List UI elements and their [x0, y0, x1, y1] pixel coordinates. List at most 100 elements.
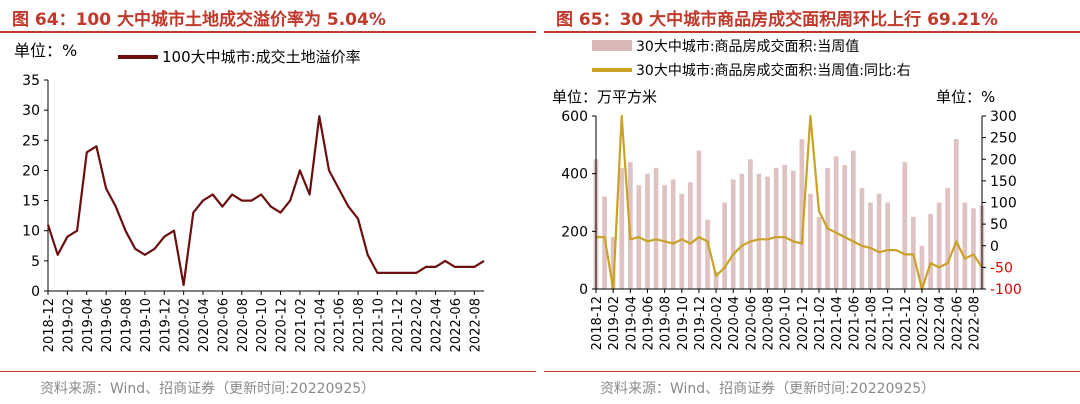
y-tick-label: 600 — [561, 109, 588, 125]
x-tick-label: 2019-08 — [659, 296, 674, 350]
x-tick-label: 2021-08 — [864, 296, 879, 350]
bar — [885, 202, 890, 289]
x-tick-label: 2020-12 — [275, 298, 290, 352]
footer-divider — [544, 371, 1080, 372]
unit-label: 单位：% — [14, 41, 77, 60]
x-tick-label: 2021-02 — [294, 298, 309, 352]
y-tick-label: 400 — [561, 167, 588, 183]
bar — [713, 271, 719, 289]
x-tick-label: 2019-12 — [158, 298, 173, 352]
y2-tick-label: 0 — [990, 239, 999, 255]
bar — [645, 173, 650, 289]
x-tick-label: 2019-10 — [139, 298, 154, 352]
y2-tick-label: 250 — [990, 131, 1017, 147]
x-tick-label: 2020-04 — [197, 298, 212, 352]
x-tick-label: 2022-08 — [468, 298, 483, 352]
x-tick-label: 2019-12 — [693, 296, 708, 350]
y2-tick-label: 300 — [990, 109, 1017, 125]
x-tick-label: 2022-02 — [410, 298, 425, 352]
x-tick-label: 2021-08 — [352, 298, 367, 352]
title-divider — [0, 31, 536, 33]
y-tick-label: 0 — [31, 284, 40, 300]
x-tick-label: 2020-06 — [216, 298, 231, 352]
housing-area-chart: 30大中城市:商品房成交面积:当周值 30大中城市:商品房成交面积:当周值:同比:… — [552, 38, 1022, 350]
bar — [739, 173, 745, 289]
x-tick-label: 2020-06 — [744, 296, 759, 350]
y2-tick-label: 200 — [990, 152, 1017, 168]
x-tick-label: 2022-04 — [430, 298, 445, 352]
legend-label: 100大中城市:成交土地溢价率 — [162, 48, 361, 66]
source-note: 资料来源：Wind、招商证券（更新时间:20220925） — [600, 381, 936, 397]
x-tick-label: 2020-08 — [236, 298, 251, 352]
bar — [670, 179, 676, 289]
x-tick-label: 2018-12 — [42, 298, 57, 352]
bar — [833, 156, 839, 289]
bar — [696, 150, 702, 289]
title-divider — [544, 31, 1080, 33]
x-tick-label: 2020-10 — [779, 296, 794, 350]
bar — [859, 188, 865, 289]
x-tick-label: 2021-06 — [333, 298, 348, 352]
y2-tick-label: -50 — [990, 260, 1013, 276]
y-tick-label: 35 — [22, 73, 40, 89]
y2-tick-label: 50 — [990, 217, 1008, 233]
chart-panel-land-premium: 图 64：100 大中城市土地成交溢价率为 5.04% 单位：% 100大中城市:… — [0, 0, 536, 404]
x-tick-label: 2019-04 — [81, 298, 96, 352]
x-tick-label: 2022-02 — [916, 296, 931, 350]
y-tick-label: 200 — [561, 224, 588, 240]
bar — [971, 208, 976, 289]
bar — [782, 165, 788, 289]
x-tick-label: 2021-12 — [899, 296, 914, 350]
x-tick-label: 2020-12 — [796, 296, 811, 350]
bar — [765, 176, 770, 289]
y2-tick-label: 150 — [990, 174, 1017, 190]
x-tick-label: 2019-04 — [624, 296, 639, 350]
bar — [790, 170, 796, 289]
x-tick-label: 2019-06 — [100, 298, 115, 352]
x-tick-label: 2021-02 — [813, 296, 828, 350]
legend-swatch-bar — [592, 40, 632, 51]
x-tick-label: 2020-08 — [762, 296, 777, 350]
x-tick-label: 2021-10 — [882, 296, 897, 350]
bar — [799, 139, 805, 289]
series-line-yoy — [596, 114, 983, 291]
bar — [748, 159, 753, 290]
y-tick-label: 15 — [22, 194, 40, 210]
bar — [902, 162, 908, 289]
y-tick-label: 30 — [22, 103, 40, 119]
x-tick-label: 2019-08 — [120, 298, 135, 352]
land-premium-chart: 单位：% 100大中城市:成交土地溢价率 0 5 10 15 20 25 30 35 2018-12… — [14, 41, 485, 352]
bar — [962, 202, 968, 289]
bar — [756, 173, 762, 289]
bar — [936, 202, 942, 289]
bar — [919, 245, 925, 290]
bar — [653, 167, 659, 289]
x-tick-label: 2019-02 — [607, 296, 622, 350]
y-tick-label: 10 — [22, 224, 40, 240]
x-tick-label: 2021-12 — [391, 298, 406, 352]
bar — [722, 202, 727, 289]
series-line-land-premium — [46, 115, 485, 287]
x-tick-label: 2021-04 — [313, 298, 328, 352]
unit-label-left: 单位：万平方米 — [552, 88, 657, 106]
y-tick-label: 0 — [579, 282, 588, 298]
source-note: 资料来源：Wind、招商证券（更新时间:20220925） — [40, 381, 376, 397]
legend-label: 30大中城市:商品房成交面积:当周值 — [636, 38, 859, 55]
x-tick-label: 2020-02 — [178, 298, 193, 352]
chart-panel-housing-area: 图 65：30 大中城市商品房成交面积周环比上行 69.21% 30大中城市:商… — [544, 0, 1080, 404]
x-tick-label: 2022-04 — [933, 296, 948, 350]
panel-title: 图 64：100 大中城市土地成交溢价率为 5.04% — [12, 10, 386, 30]
bar — [730, 179, 736, 289]
x-tick-label: 2022-06 — [950, 296, 965, 350]
bar — [953, 139, 959, 289]
x-tick-label: 2022-06 — [449, 298, 464, 352]
y-tick-label: 20 — [22, 163, 40, 179]
bar — [808, 193, 813, 289]
y-tick-label: 25 — [22, 133, 40, 149]
x-tick-label: 2020-02 — [710, 296, 725, 350]
bar — [773, 167, 779, 289]
legend-label: 30大中城市:商品房成交面积:当周值:同比:右 — [636, 62, 911, 79]
bar — [610, 237, 616, 289]
bar — [945, 188, 950, 289]
x-tick-label: 2021-06 — [847, 296, 862, 350]
